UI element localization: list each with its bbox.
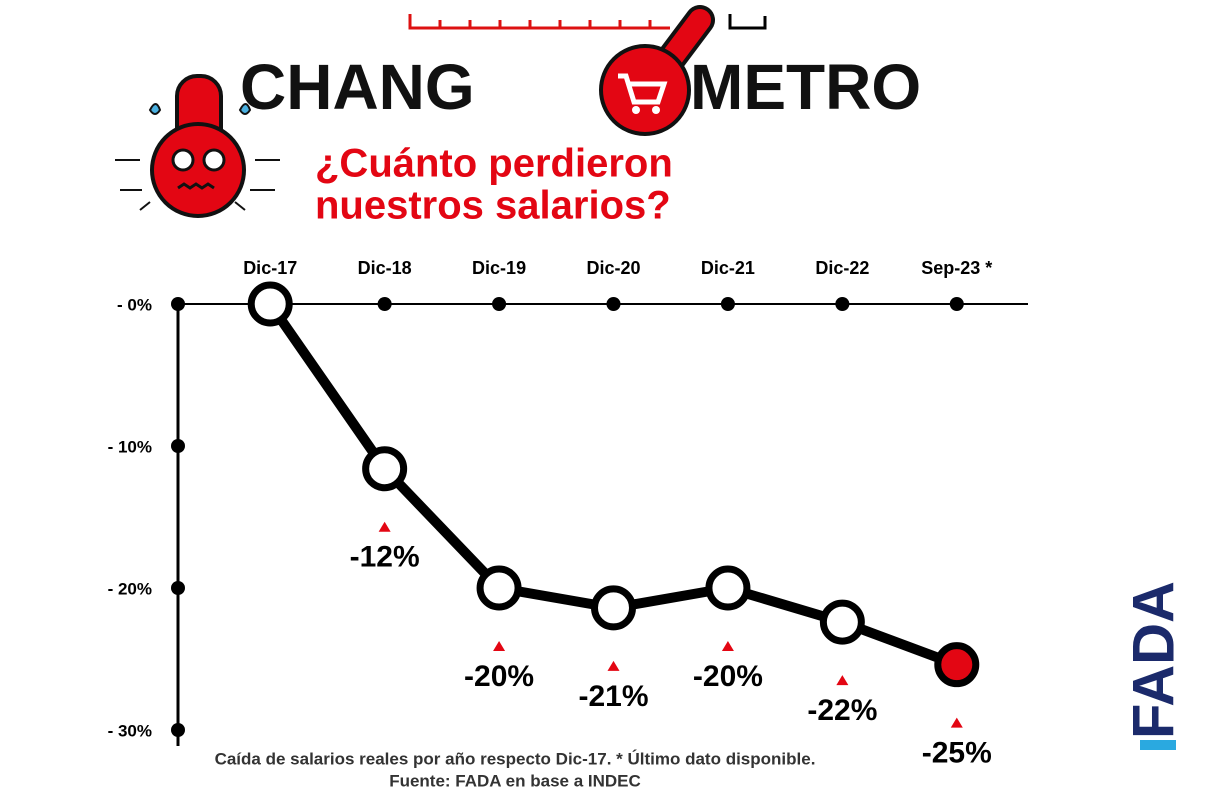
y-tick-label: - 0% bbox=[117, 295, 152, 314]
brand-left: CHANG bbox=[240, 51, 475, 123]
y-tick bbox=[171, 297, 185, 311]
value-label: -20% bbox=[464, 660, 534, 693]
x-tick bbox=[492, 297, 507, 311]
label-triangle bbox=[607, 660, 620, 671]
y-tick-label: - 10% bbox=[108, 437, 152, 456]
label-triangle bbox=[950, 717, 963, 728]
y-tick bbox=[171, 439, 185, 453]
point bbox=[362, 446, 408, 492]
y-tick-label: - 20% bbox=[108, 579, 152, 598]
value-label: -25% bbox=[922, 737, 992, 770]
x-tick-label: Dic-18 bbox=[358, 258, 412, 278]
subtitle-line: nuestros salarios? bbox=[315, 184, 671, 228]
x-tick-label: Dic-22 bbox=[815, 258, 869, 278]
y-tick-label: - 30% bbox=[108, 721, 152, 740]
point bbox=[476, 565, 522, 611]
brand-o-icon bbox=[599, 5, 715, 136]
value-label: -12% bbox=[350, 541, 420, 574]
x-tick-label: Sep-23 * bbox=[921, 258, 992, 278]
x-tick bbox=[949, 297, 964, 311]
logo: FADA bbox=[1121, 581, 1186, 739]
value-label: -21% bbox=[578, 680, 648, 713]
label-triangle bbox=[493, 641, 506, 651]
x-tick bbox=[377, 297, 392, 311]
x-tick bbox=[835, 297, 850, 311]
logo-bar bbox=[1140, 740, 1176, 750]
ruler-decoration bbox=[408, 14, 767, 30]
point bbox=[591, 585, 636, 631]
value-label: -20% bbox=[693, 660, 763, 693]
source: Fuente: FADA en base a INDEC bbox=[389, 771, 641, 790]
y-tick bbox=[171, 581, 185, 595]
point bbox=[705, 565, 751, 611]
subtitle-line: ¿Cuánto perdieron bbox=[315, 142, 673, 186]
y-tick bbox=[171, 723, 185, 737]
x-tick-label: Dic-20 bbox=[586, 258, 640, 278]
plot: - 0% - 10% - 20% - 30% Dic-17 Dic-18 Dic-19 Dic… bbox=[108, 258, 1028, 770]
x-tick bbox=[720, 297, 735, 311]
point bbox=[247, 281, 293, 327]
label-triangle bbox=[378, 521, 391, 532]
point bbox=[934, 642, 980, 688]
point bbox=[819, 599, 865, 645]
note: Caída de salarios reales por año respect… bbox=[215, 749, 816, 768]
x-tick-label: Dic-17 bbox=[243, 258, 297, 278]
label-triangle bbox=[836, 675, 849, 686]
x-tick bbox=[606, 297, 621, 311]
value-label: -22% bbox=[807, 694, 877, 727]
label-triangle bbox=[721, 641, 734, 651]
x-tick-label: Dic-21 bbox=[701, 258, 755, 278]
mascot bbox=[115, 74, 280, 218]
x-tick-label: Dic-19 bbox=[472, 258, 526, 278]
brand-right: METRO bbox=[690, 51, 921, 123]
